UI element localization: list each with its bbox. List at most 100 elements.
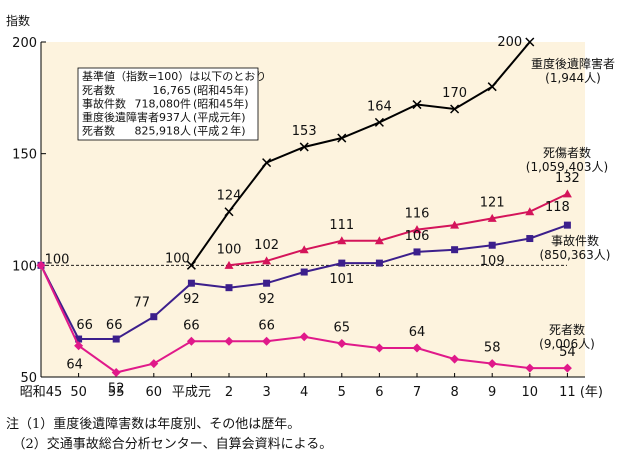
baseline-note-label: 重度後遺障害者	[82, 110, 159, 124]
baseline-note-value: 16,765	[153, 84, 192, 97]
data-label: 66	[106, 318, 123, 333]
data-point	[337, 339, 347, 348]
data-point	[262, 158, 272, 168]
data-point	[487, 213, 497, 222]
data-point	[525, 37, 535, 47]
data-point	[450, 104, 460, 114]
y-tick-label: 200	[12, 36, 37, 51]
data-label: 66	[183, 318, 200, 333]
x-tick-label: 6	[375, 385, 383, 400]
data-label: 200	[497, 35, 522, 50]
data-point	[112, 335, 120, 343]
data-label: 66	[76, 318, 93, 333]
data-point	[150, 313, 158, 321]
data-label: 118	[545, 200, 570, 215]
x-tick-label: 60	[146, 385, 163, 400]
data-point	[451, 246, 459, 254]
series-name-deaths: 死者数	[549, 322, 585, 337]
x-tick-label: 11	[559, 385, 576, 400]
x-tick-label: 2	[225, 385, 233, 400]
baseline-note-value: 718,080件	[135, 98, 192, 111]
data-point	[111, 368, 121, 378]
data-point	[562, 189, 572, 198]
data-point	[263, 279, 271, 287]
data-label: 92	[258, 292, 275, 307]
x-tick-label: 3	[262, 385, 270, 400]
x-tick-label: 55	[108, 385, 125, 400]
data-label: 64	[66, 358, 83, 373]
data-point	[526, 235, 534, 243]
data-point	[149, 359, 159, 369]
x-tick-label: 8	[450, 385, 458, 400]
baseline-note-title: 基準値（指数=100）は以下のとおり	[82, 69, 266, 83]
baseline-note-year: (昭和45年)	[193, 83, 249, 97]
data-point	[525, 363, 535, 373]
x-tick-label: 5	[338, 385, 346, 400]
series-line-severe	[190, 41, 531, 266]
y-axis-title: 指数	[6, 13, 30, 28]
data-label: 106	[405, 229, 430, 244]
data-point	[299, 245, 309, 254]
data-point	[412, 225, 422, 234]
x-tick-label: 10	[522, 385, 539, 400]
baseline-note-label: 事故件数	[82, 97, 126, 111]
data-point	[487, 82, 497, 92]
data-point	[74, 341, 84, 351]
data-point	[337, 133, 347, 143]
x-tick-label: 50	[70, 385, 87, 400]
data-label: 52	[108, 382, 125, 397]
x-tick-label: 9	[488, 385, 496, 400]
data-label: 100	[45, 252, 70, 267]
series-severe: 100 124 153 164 170 200	[165, 35, 535, 270]
data-point	[450, 220, 460, 229]
baseline-note-box	[77, 67, 259, 141]
data-label: 100	[165, 251, 190, 266]
data-point	[187, 279, 195, 287]
data-label: 58	[484, 341, 501, 356]
data-label: 116	[405, 207, 430, 222]
x-tick-label: 7	[413, 385, 421, 400]
data-label: 111	[329, 218, 354, 233]
data-point	[224, 336, 234, 346]
data-point	[338, 259, 346, 267]
data-point	[488, 241, 496, 249]
data-point	[374, 236, 384, 245]
data-label: 101	[329, 272, 354, 287]
y-tick-label: 50	[20, 371, 37, 386]
x-unit-label: (年)	[580, 385, 603, 400]
x-tick-label: 昭和45	[20, 385, 63, 400]
data-label: 109	[480, 254, 505, 269]
data-point	[299, 142, 309, 152]
x-tick-label: 平成元	[172, 385, 211, 400]
data-point	[487, 359, 497, 369]
data-point	[337, 236, 347, 245]
data-label: 66	[258, 318, 275, 333]
series-accidents: 100 66 66 77 92 92 101 106 109 118	[37, 200, 571, 343]
data-point	[450, 354, 460, 364]
data-point	[413, 248, 421, 256]
data-label: 170	[442, 86, 467, 101]
data-point	[262, 256, 272, 265]
data-point	[374, 343, 384, 353]
data-label: 124	[217, 189, 242, 204]
data-point	[563, 221, 571, 229]
data-label: 64	[409, 325, 426, 340]
data-point	[225, 284, 233, 292]
data-point	[375, 259, 383, 267]
baseline-note-year: (平成元年)	[193, 110, 246, 124]
data-point	[224, 207, 234, 217]
data-point	[186, 260, 196, 270]
data-point	[412, 100, 422, 110]
x-tick-label: 4	[300, 385, 308, 400]
data-label: 92	[183, 292, 200, 307]
series-name-accidents: 事故件数	[551, 233, 599, 248]
data-label: 100	[217, 242, 242, 257]
data-label: 121	[480, 195, 505, 210]
data-label: 153	[292, 124, 317, 139]
baseline-note-year: (平成２年)	[193, 124, 246, 138]
data-point	[36, 260, 46, 270]
series-detail-deaths: (9,006人)	[539, 337, 595, 351]
data-point	[262, 336, 272, 346]
